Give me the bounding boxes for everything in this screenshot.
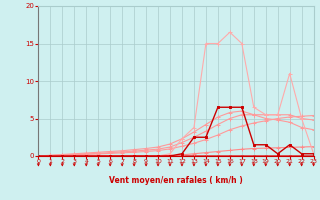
X-axis label: Vent moyen/en rafales ( km/h ): Vent moyen/en rafales ( km/h ) [109,176,243,185]
